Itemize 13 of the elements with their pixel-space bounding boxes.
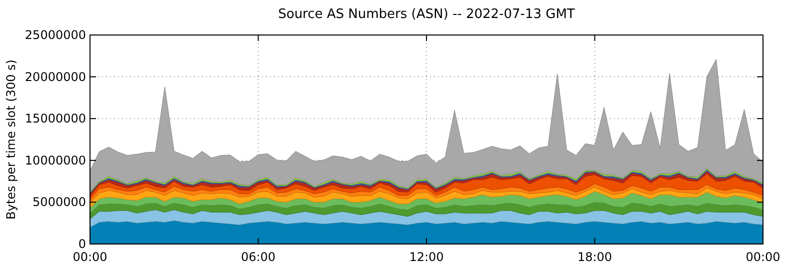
x-tick-label: 00:00 (746, 250, 780, 264)
y-tick-label: 20000000 (24, 70, 86, 84)
y-tick-label: 15000000 (24, 112, 86, 126)
y-tick-label: 25000000 (24, 28, 86, 42)
y-axis-title: Bytes per time slot (300 s) (4, 60, 18, 220)
y-tick-label: 5000000 (32, 195, 86, 210)
x-tick-label: 00:00 (72, 250, 108, 264)
y-tick-label: 10000000 (24, 153, 86, 168)
x-tick-label: 18:00 (577, 250, 612, 264)
y-tick-label: 0 (78, 237, 86, 251)
x-tick-label: 12:00 (409, 250, 444, 264)
chart-title: Source AS Numbers (ASN) -- 2022-07-13 GMT (278, 7, 575, 22)
x-tick-label: 06:00 (240, 250, 276, 264)
